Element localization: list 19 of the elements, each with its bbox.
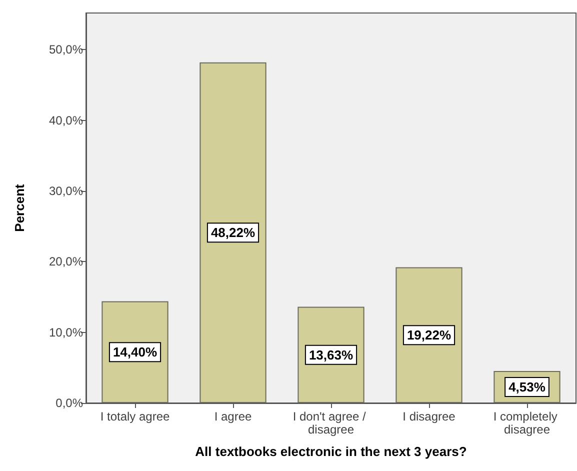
data-label: 14,40% bbox=[112, 344, 158, 360]
y-tick-label: 0,0% bbox=[56, 396, 84, 410]
y-tick-label: 30,0% bbox=[48, 184, 84, 198]
x-tick-label: I agree bbox=[214, 410, 252, 424]
x-tick-label: I don't agree / disagree bbox=[292, 410, 370, 436]
y-tick-label: 40,0% bbox=[48, 113, 84, 128]
y-tick-label: 10,0% bbox=[48, 325, 84, 340]
y-tick-label: 20,0% bbox=[48, 254, 84, 269]
data-label: 19,22% bbox=[406, 328, 452, 343]
x-tick-label: I disagree bbox=[402, 410, 456, 424]
data-label: 48,22% bbox=[210, 225, 256, 240]
bar bbox=[200, 62, 266, 403]
x-axis-title: All textbooks electronic in the next 3 years? bbox=[195, 444, 467, 459]
data-label: 13,63% bbox=[308, 347, 354, 362]
y-tick-label: 50,0% bbox=[48, 42, 84, 57]
x-tick-label: I totaly agree bbox=[100, 410, 170, 424]
y-axis-title: Percent bbox=[12, 183, 27, 232]
data-label: 4,53% bbox=[508, 379, 546, 394]
x-tick-label: I completely disagree bbox=[493, 410, 561, 436]
